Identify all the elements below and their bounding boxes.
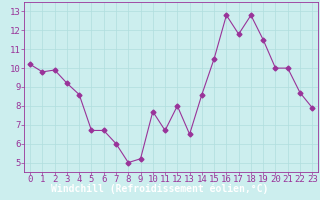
Text: Windchill (Refroidissement éolien,°C): Windchill (Refroidissement éolien,°C) [51,183,269,194]
